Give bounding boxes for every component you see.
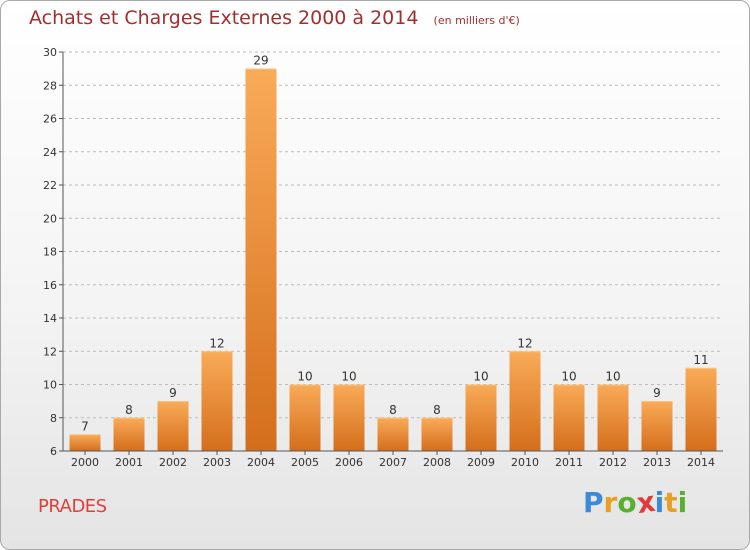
value-label: 10 [297, 370, 312, 384]
value-label: 8 [389, 403, 397, 417]
logo-letter: x [634, 484, 657, 521]
title-row: Achats et Charges Externes 2000 à 2014 (… [29, 7, 520, 29]
bar-2011 [553, 384, 585, 451]
x-tick-label: 2005 [291, 456, 319, 469]
y-tick-label: 22 [43, 179, 57, 192]
bar-2009 [465, 384, 497, 451]
bar-2003 [201, 351, 233, 451]
bar-2010 [509, 351, 541, 451]
value-label: 9 [169, 386, 177, 400]
logo-letter: P [583, 486, 604, 519]
y-tick-label: 10 [43, 379, 57, 392]
value-label: 7 [81, 419, 89, 433]
value-label: 11 [693, 353, 708, 367]
x-tick-label: 2002 [159, 456, 187, 469]
x-tick-label: 2001 [115, 456, 143, 469]
axis-layer: 6 8 10 12 14 16 18 20 22 24 26 28 30 [43, 46, 723, 458]
y-tick-label: 18 [43, 246, 57, 259]
y-tick-label: 24 [43, 146, 57, 159]
bar-2002 [157, 401, 189, 451]
value-label: 9 [653, 386, 661, 400]
commune-name: PRADES [38, 496, 107, 517]
chart-title: Achats et Charges Externes 2000 à 2014 [29, 7, 419, 29]
y-tick-label: 8 [50, 412, 57, 425]
value-label: 29 [253, 54, 268, 68]
y-tick-label: 20 [43, 212, 57, 225]
logo-letter: i [654, 486, 665, 519]
bar-layer [69, 68, 717, 451]
y-tick-label: 6 [50, 445, 57, 458]
chart-subtitle: (en milliers d'€) [433, 14, 520, 27]
value-label: 10 [561, 370, 576, 384]
value-label: 10 [341, 370, 356, 384]
logo-letter: i [677, 486, 688, 519]
x-tick-label: 2009 [467, 456, 495, 469]
value-label: 12 [517, 336, 532, 350]
logo-letter: r [603, 486, 618, 519]
x-tick-label: 2014 [687, 456, 715, 469]
bar-2005 [289, 384, 321, 451]
bar-2006 [333, 384, 365, 451]
y-tick-label: 12 [43, 345, 57, 358]
proxiti-logo[interactable]: Proxiti [583, 484, 688, 521]
y-tick-label: 30 [43, 46, 57, 59]
value-label: 10 [605, 370, 620, 384]
value-label: 12 [209, 336, 224, 350]
x-tick-label: 2007 [379, 456, 407, 469]
x-tick-label: 2011 [555, 456, 583, 469]
logo-letter: o [617, 486, 637, 519]
value-label: 8 [125, 403, 133, 417]
x-tick-label: 2000 [71, 456, 99, 469]
x-tick-label: 2010 [511, 456, 539, 469]
x-tick-label: 2006 [335, 456, 363, 469]
x-tick-label: 2012 [599, 456, 627, 469]
x-tick-label: 2003 [203, 456, 231, 469]
bar-2012 [597, 384, 629, 451]
bar-2007 [377, 417, 409, 451]
label-layer: 7 2000 8 2001 9 2002 12 2003 29 2004 10 2005 10 2006 8… [71, 54, 715, 469]
bar-2013 [641, 401, 673, 451]
y-tick-label: 26 [43, 113, 57, 126]
bar-2014 [685, 367, 717, 451]
bar-2004 [245, 68, 277, 451]
value-label: 8 [433, 403, 441, 417]
y-tick-label: 14 [43, 312, 57, 325]
x-tick-label: 2013 [643, 456, 671, 469]
logo-letter: t [664, 486, 678, 519]
bar-2001 [113, 417, 145, 451]
bar-2000 [69, 434, 101, 451]
y-tick-label: 28 [43, 79, 57, 92]
value-label: 10 [473, 370, 488, 384]
y-tick-label: 16 [43, 279, 57, 292]
x-tick-label: 2004 [247, 456, 275, 469]
bar-2008 [421, 417, 453, 451]
x-tick-label: 2008 [423, 456, 451, 469]
